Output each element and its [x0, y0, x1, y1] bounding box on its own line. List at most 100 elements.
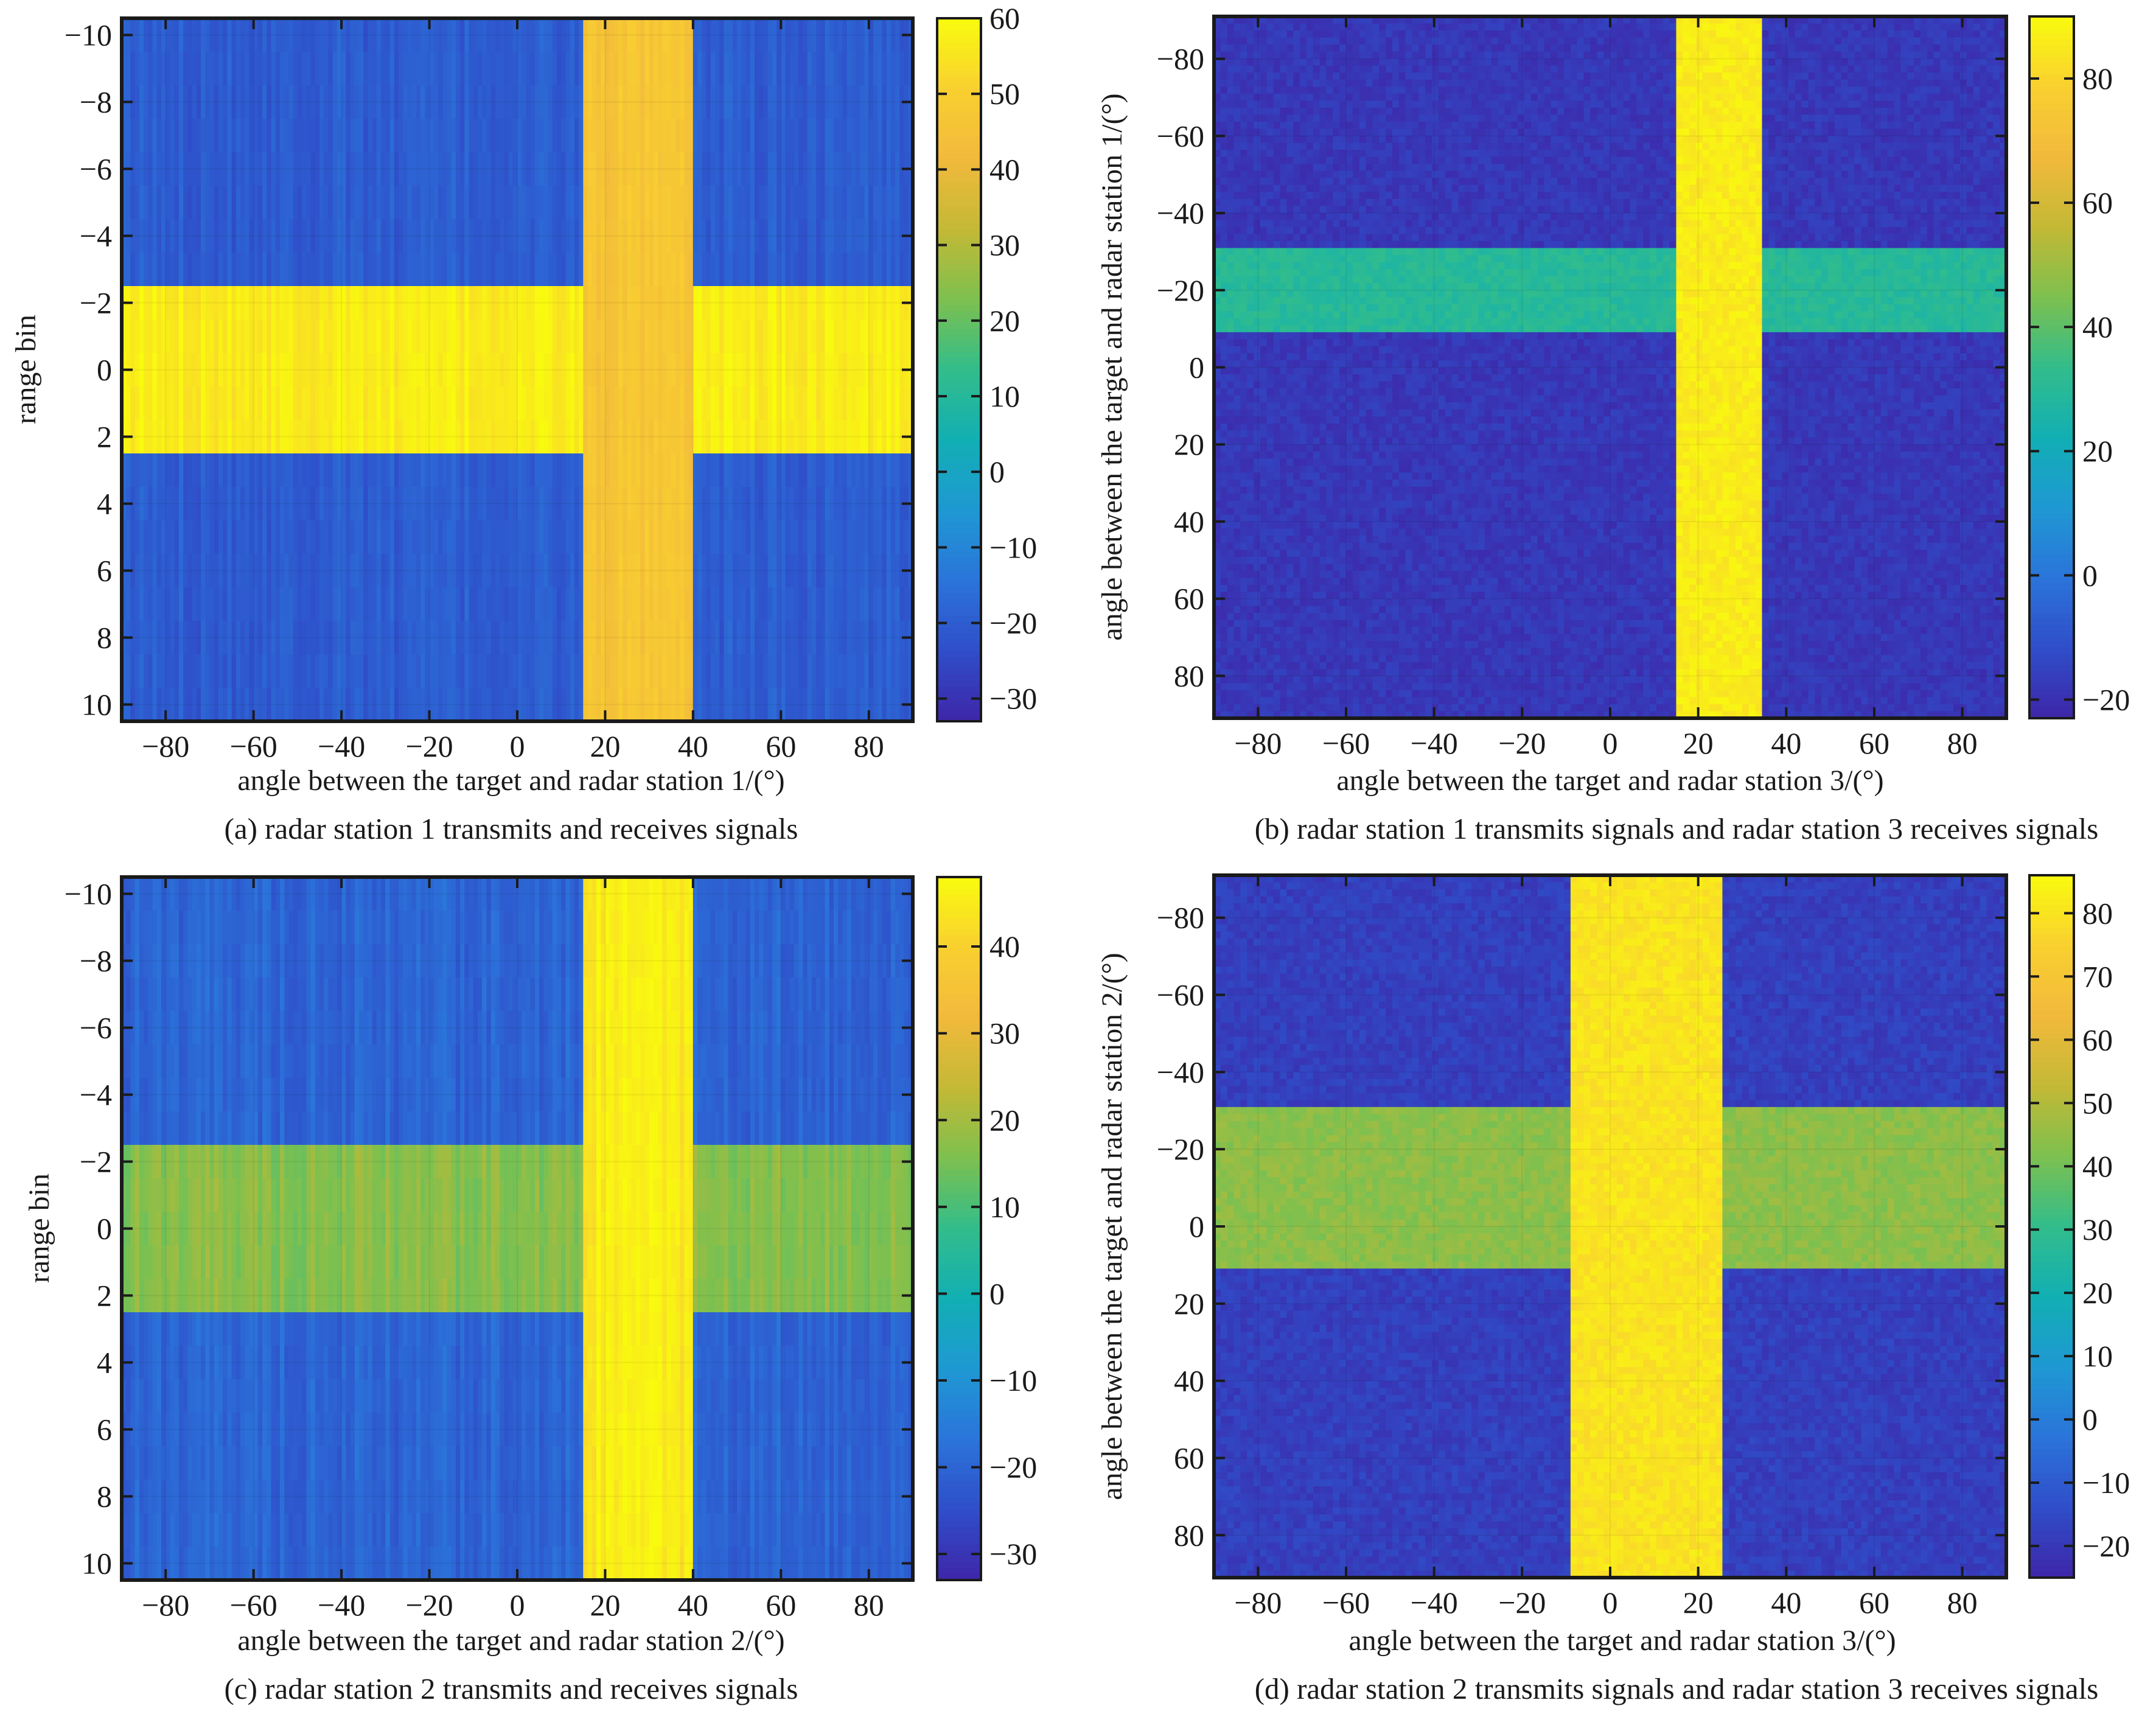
y-tick-label: 2 [97, 420, 112, 454]
heatmap-cell [187, 386, 193, 421]
heatmap-cell [455, 286, 461, 320]
heatmap-cell [873, 587, 878, 621]
heatmap-cell [649, 152, 654, 186]
heatmap-cell [710, 18, 716, 52]
colorbar-segment [937, 194, 981, 201]
heatmap-cell [1379, 30, 1386, 38]
colorbar-segment [937, 615, 981, 623]
heatmap-cell [341, 453, 346, 488]
heatmap-cell [868, 587, 874, 621]
heatmap-cell [482, 654, 487, 688]
heatmap-cell [1491, 30, 1499, 38]
heatmap-cell [447, 386, 452, 421]
heatmap-cell [798, 253, 804, 287]
heatmap-cell [192, 52, 197, 86]
heatmap-cell [1597, 23, 1604, 31]
heatmap-cell [271, 320, 276, 354]
heatmap-cell [846, 320, 852, 354]
heatmap-cell [262, 587, 267, 621]
heatmap-cell [1993, 37, 2000, 45]
heatmap-cell [170, 186, 175, 220]
heatmap-cell [1689, 51, 1697, 59]
heatmap-cell [715, 85, 720, 119]
heatmap-cell [785, 520, 790, 554]
heatmap-cell [319, 520, 324, 554]
heatmap-cell [473, 587, 478, 621]
heatmap-cell [1656, 30, 1664, 38]
heatmap-cell [890, 85, 896, 119]
heatmap-cell [1398, 37, 1406, 45]
heatmap-cell [425, 219, 430, 253]
heatmap-cell [1300, 65, 1307, 73]
colorbar-segment [937, 182, 981, 189]
heatmap-cell [359, 152, 364, 186]
heatmap-cell [755, 85, 759, 119]
heatmap-cell [794, 520, 799, 554]
heatmap-cell [385, 119, 391, 153]
heatmap-cell [759, 320, 764, 354]
heatmap-cell [1742, 23, 1750, 31]
heatmap-cell [772, 453, 777, 488]
heatmap-cell [469, 186, 474, 220]
heatmap-cell [1722, 37, 1729, 45]
heatmap-cell [772, 152, 777, 186]
heatmap-cell [130, 587, 136, 621]
heatmap-cell [732, 520, 738, 554]
heatmap-cell [583, 152, 588, 186]
heatmap-cell [1868, 44, 1875, 52]
heatmap-cell [1920, 37, 1928, 45]
heatmap-cell [319, 253, 324, 287]
heatmap-cell [267, 386, 272, 421]
heatmap-cell [1254, 37, 1261, 45]
heatmap-cell [882, 186, 887, 220]
heatmap-cell [297, 52, 302, 86]
heatmap-cell [868, 654, 874, 688]
colorbar-segment [937, 674, 981, 681]
heatmap-cell [280, 18, 285, 52]
heatmap-cell [750, 18, 755, 52]
heatmap-cell [381, 386, 386, 421]
heatmap-cell [816, 654, 821, 688]
heatmap-cell [490, 520, 496, 554]
heatmap-cell [178, 453, 184, 488]
heatmap-cell [706, 186, 711, 220]
heatmap-cell [350, 320, 355, 354]
heatmap-cell [591, 320, 597, 354]
heatmap-cell [534, 18, 540, 52]
heatmap-cell [856, 320, 860, 354]
heatmap-cell [293, 219, 298, 253]
heatmap-cell [288, 253, 294, 287]
heatmap-cell [486, 520, 492, 554]
heatmap-cell [1669, 37, 1677, 45]
colorbar-segment [937, 604, 981, 610]
heatmap-cell [522, 119, 527, 153]
heatmap-cell [644, 219, 650, 253]
heatmap-cell [561, 52, 567, 86]
heatmap-cell [517, 587, 522, 621]
heatmap-cell [407, 286, 413, 320]
heatmap-cell [407, 52, 413, 86]
heatmap-cell [271, 186, 276, 220]
heatmap-cell [548, 85, 553, 119]
heatmap-cell [781, 219, 786, 253]
heatmap-cell [183, 453, 188, 488]
heatmap-cell [368, 52, 373, 86]
heatmap-cell [183, 320, 188, 354]
heatmap-cell [737, 320, 742, 354]
heatmap-cell [469, 654, 474, 688]
heatmap-cell [583, 654, 588, 688]
heatmap-cell [1359, 58, 1367, 66]
heatmap-cell [1537, 51, 1545, 59]
heatmap-cell [1418, 51, 1426, 59]
y-axis-label: range bin [10, 315, 42, 424]
heatmap-cell [873, 186, 878, 220]
heatmap-cell [552, 52, 557, 86]
heatmap-cell [354, 186, 360, 220]
heatmap-cell [407, 18, 413, 52]
heatmap-cell [868, 85, 874, 119]
heatmap-cell [469, 152, 474, 186]
heatmap-cell [253, 119, 259, 153]
heatmap-cell [306, 18, 312, 52]
heatmap-cell [715, 219, 720, 253]
heatmap-cell [1280, 44, 1287, 52]
